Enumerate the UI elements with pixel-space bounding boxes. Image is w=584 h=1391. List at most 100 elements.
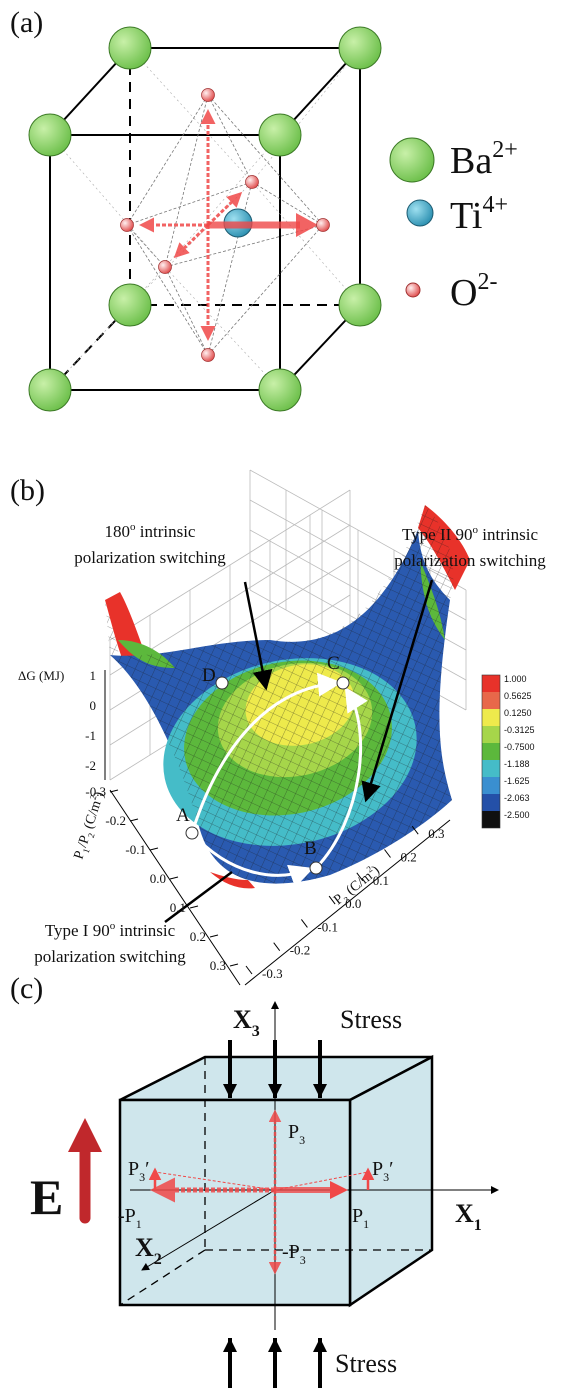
tick-mark (150, 848, 158, 850)
state-point (186, 827, 198, 839)
axis-label: X1 (455, 1199, 482, 1234)
octahedron-edge (165, 95, 208, 267)
cube-side (350, 1057, 432, 1305)
p12-tick-label: 0.2 (190, 929, 206, 944)
axis-label-part: X (455, 1199, 474, 1228)
ba-ion (29, 114, 71, 156)
o-ion (121, 219, 134, 232)
axis-title-part: ΔG (MJ) (18, 668, 64, 683)
polarization-label-part: 1 (363, 1217, 369, 1231)
annotation-part: intrinsic (136, 522, 196, 541)
state-point (337, 677, 349, 689)
p3-tick-label: 0.3 (428, 826, 444, 841)
axis-label-part: 1 (474, 1217, 482, 1234)
polarization-label-part: ′ (145, 1158, 149, 1180)
tick-mark (170, 877, 178, 879)
polarization-label-part: P (288, 1121, 299, 1143)
p12-tick-label: -0.2 (105, 813, 126, 828)
legend-label-part: 4+ (482, 192, 508, 218)
unit-cell-guide (165, 135, 280, 267)
ba-ion (29, 369, 71, 411)
annotation: Type I 90o intrinsic (45, 920, 176, 940)
stress-label: Stress (340, 1005, 402, 1034)
colorbar-swatch (482, 811, 500, 828)
polarization-arrow (176, 225, 208, 256)
o-ion (159, 261, 172, 274)
tick-mark (301, 919, 307, 927)
colorbar-label: -0.3125 (504, 725, 535, 735)
colorbar-swatch (482, 760, 500, 777)
unit-cell-guide (50, 267, 165, 390)
ba-ion (339, 284, 381, 326)
p12-tick-label: -0.1 (125, 842, 146, 857)
annotation-part: polarization switching (34, 947, 186, 966)
z-tick-label: 0 (90, 698, 97, 713)
p3-tick-label: 0.2 (401, 850, 417, 865)
ba-ion (109, 27, 151, 69)
z-tick-label: -2 (85, 758, 96, 773)
colorbar-label: 1.000 (504, 674, 527, 684)
legend-o (406, 283, 420, 297)
annotation-part: Type I 90 (45, 921, 110, 940)
unit-cell-guide (165, 267, 280, 390)
ba-ion (259, 114, 301, 156)
unit-cell-guide (252, 48, 360, 182)
axis-label: X3 (233, 1005, 260, 1040)
polarization-label-part: -P (118, 1205, 136, 1227)
annotation-part: intrinsic (115, 921, 175, 940)
axis-title: ΔG (MJ) (18, 668, 64, 683)
octahedron-edge (208, 225, 323, 355)
p12-tick-label: 0.1 (170, 900, 186, 915)
polarization-label-part: 1 (136, 1217, 142, 1231)
annotation-part: 180 (105, 522, 131, 541)
colorbar-swatch (482, 777, 500, 794)
colorbar-label: 0.1250 (504, 708, 532, 718)
octahedron-edge (252, 182, 323, 225)
ba-ion (259, 369, 301, 411)
legend-label: Ti4+ (450, 192, 508, 237)
stress-arrowhead (223, 1338, 237, 1352)
o-ion (317, 219, 330, 232)
annotation-part: intrinsic (478, 525, 538, 544)
colorbar-label: -0.7500 (504, 742, 535, 752)
annotation: Type II 90o intrinsic (402, 524, 538, 544)
p12-tick-label: 0.3 (210, 958, 226, 973)
axis-title-part: (C/m (80, 799, 104, 834)
tick-mark (190, 906, 198, 908)
state-point (216, 677, 228, 689)
axis-label-part: X (233, 1005, 252, 1034)
tick-mark (274, 943, 280, 951)
legend-ti (407, 200, 433, 226)
tick-mark (210, 935, 218, 937)
colorbar-swatch (482, 692, 500, 709)
annotation: polarization switching (74, 548, 226, 567)
colorbar-swatch (482, 726, 500, 743)
unit-cell-guide (130, 48, 252, 182)
colorbar-label: 0.5625 (504, 691, 532, 701)
stress-arrowhead (313, 1338, 327, 1352)
o-ion (202, 89, 215, 102)
legend-label-part: O (450, 272, 477, 314)
p3-tick-label: -0.2 (290, 943, 311, 958)
panel-label: (a) (10, 6, 43, 39)
polarization-label-part: 3 (299, 1133, 305, 1147)
state-label: C (327, 653, 340, 674)
colorbar-swatch (482, 743, 500, 760)
p12-tick-label: 0.0 (150, 871, 166, 886)
cube-front (120, 1100, 350, 1305)
z-tick-label: 1 (90, 668, 97, 683)
axis-label-part: X (135, 1233, 154, 1262)
colorbar-label: -1.188 (504, 759, 530, 769)
polarization-label-part: P (372, 1158, 383, 1180)
octahedron-edge (208, 182, 252, 355)
ba-ion (339, 27, 381, 69)
axis-label-part: 3 (252, 1023, 260, 1040)
polarization-label-part: P (352, 1205, 363, 1227)
p3-tick-label: -0.1 (317, 919, 338, 934)
octahedron-edge (208, 95, 323, 225)
legend-label-part: Ba (450, 140, 492, 182)
polarization-label-part: ′ (389, 1158, 393, 1180)
unit-cell-guide (50, 135, 165, 267)
polarization-label-part: 3 (300, 1253, 306, 1267)
field-arrowhead (68, 1118, 102, 1152)
